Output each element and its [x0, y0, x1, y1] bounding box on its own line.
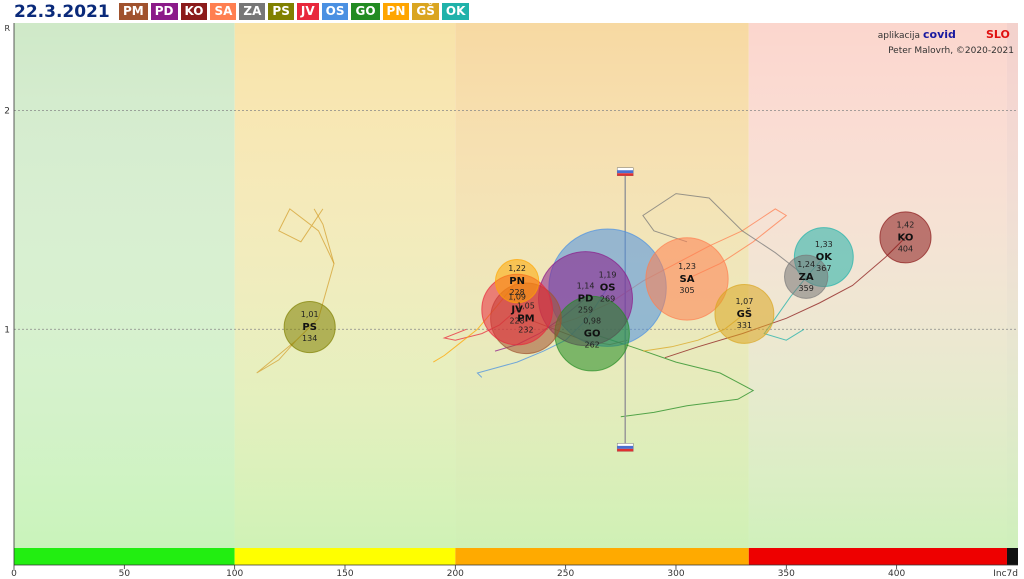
bubble — [714, 283, 775, 344]
bubble-name-label: ZA — [799, 272, 814, 283]
x-tick-label: 250 — [557, 569, 574, 579]
legend-item: PN — [382, 3, 410, 20]
credits-author: Peter Malovrh, ©2020-2021 — [888, 46, 1014, 56]
bubble-name-label: SA — [680, 274, 695, 285]
bubble-name-label: PD — [578, 294, 594, 305]
x-tick-label: 300 — [667, 569, 684, 579]
bubble-r-label: 0,98 — [583, 317, 601, 326]
x-tick-label: 400 — [888, 569, 905, 579]
axes: 0 50 100 150 200 250 300 350 400 Inc7d 1 2 R — [4, 23, 1018, 579]
x-tick-label: 150 — [336, 569, 353, 579]
bubble-inc-label: 262 — [584, 341, 599, 350]
bubble-name-label: GO — [584, 329, 601, 340]
bubble — [645, 237, 729, 321]
x-tick-label: 0 — [11, 569, 17, 579]
legend-item: PS — [268, 3, 294, 20]
bubble-r-label: 1,07 — [735, 297, 753, 306]
bubble-name-label: OS — [600, 283, 616, 294]
range-bar-cap-stripe — [617, 448, 634, 452]
bubble-r-label: 1,24 — [797, 260, 815, 269]
bubble-name-label: GŠ — [737, 307, 752, 320]
legend-item: PD — [150, 3, 178, 20]
bubble-inc-label: 259 — [578, 306, 593, 315]
zone-bar-segment — [455, 548, 749, 565]
date-label: 22.3.2021 — [14, 2, 110, 22]
range-bar-cap-stripe — [617, 445, 634, 449]
bubble-r-label: 1,22 — [508, 264, 526, 273]
range-bar-cap-stripe — [617, 173, 634, 176]
bubble-r-label: 1,14 — [577, 282, 595, 291]
bubble-inc-label: 404 — [898, 244, 913, 253]
x-tick-label: 200 — [447, 569, 464, 579]
y-tick-label: 2 — [4, 107, 10, 117]
bubble-inc-label: 228 — [509, 317, 524, 326]
bubble-inc-label: 367 — [816, 264, 831, 273]
legend-item: OK — [441, 3, 470, 20]
bubble — [283, 301, 336, 354]
range-bar-cap-stripe — [617, 170, 634, 174]
trail-line — [256, 208, 335, 374]
bubble-r-label: 1,33 — [815, 240, 833, 249]
bubble-inc-label: 269 — [600, 295, 615, 304]
region-legend: PM PD KO SA ZA PS JV OS GO PN GŠ OK — [119, 3, 470, 20]
legend-item: GO — [351, 3, 380, 20]
trail-line — [591, 333, 755, 418]
bubble-name-label: PS — [302, 322, 317, 333]
legend-item: ZA — [239, 3, 266, 20]
bubble — [879, 211, 932, 264]
bubble-r-label: 1,09 — [508, 293, 526, 302]
zone-bar — [14, 548, 1018, 565]
bubble-r-label: 1,19 — [599, 271, 617, 280]
bubble-name-label: OK — [816, 252, 834, 263]
x-axis-label: Inc7d — [993, 569, 1018, 579]
bubble-name-label: KO — [898, 232, 914, 243]
legend-item: KO — [180, 3, 208, 20]
legend-item: JV — [296, 3, 319, 20]
credits-prefix: aplikacija — [878, 31, 920, 41]
trail-line — [664, 237, 906, 359]
credits-brand-2: SLO — [986, 28, 1010, 41]
bubble-name-label: JV — [510, 305, 523, 316]
zone-bar-segment — [14, 548, 235, 565]
x-tick-label: 350 — [778, 569, 795, 579]
x-tick-label: 100 — [226, 569, 243, 579]
legend-item: OS — [321, 3, 349, 20]
bubble-name-label: PM — [517, 313, 534, 324]
bubble-name-label: PN — [509, 276, 525, 287]
legend-item: SA — [210, 3, 237, 20]
trail-line — [278, 208, 335, 264]
zone-bar-segment — [748, 548, 1007, 565]
bubble-inc-label: 331 — [737, 321, 752, 330]
bubble-r-label: 1,05 — [517, 301, 535, 310]
credits-brand-1: covid — [923, 28, 956, 41]
bubble-r-label: 1,01 — [301, 310, 319, 319]
legend-item: PM — [119, 3, 148, 20]
bubble-r-label: 1,42 — [897, 220, 915, 229]
bubble-r-label: 1,23 — [678, 262, 696, 271]
trail-line — [642, 193, 807, 278]
bubble — [784, 254, 829, 299]
legend-item: GŠ — [412, 3, 439, 20]
y-tick-label: 1 — [4, 325, 10, 335]
bubble-inc-label: 232 — [518, 325, 533, 334]
x-tick-label: 50 — [119, 569, 131, 579]
bubble — [494, 258, 540, 304]
bubble-inc-label: 134 — [302, 334, 317, 343]
zone-bar-segment — [234, 548, 456, 565]
zone-bar-segment — [1006, 548, 1018, 565]
bubble-inc-label: 305 — [679, 286, 694, 295]
bubble-inc-label: 228 — [509, 288, 524, 297]
bubble-inc-label: 359 — [799, 284, 814, 293]
y-axis-label: R — [4, 24, 10, 33]
